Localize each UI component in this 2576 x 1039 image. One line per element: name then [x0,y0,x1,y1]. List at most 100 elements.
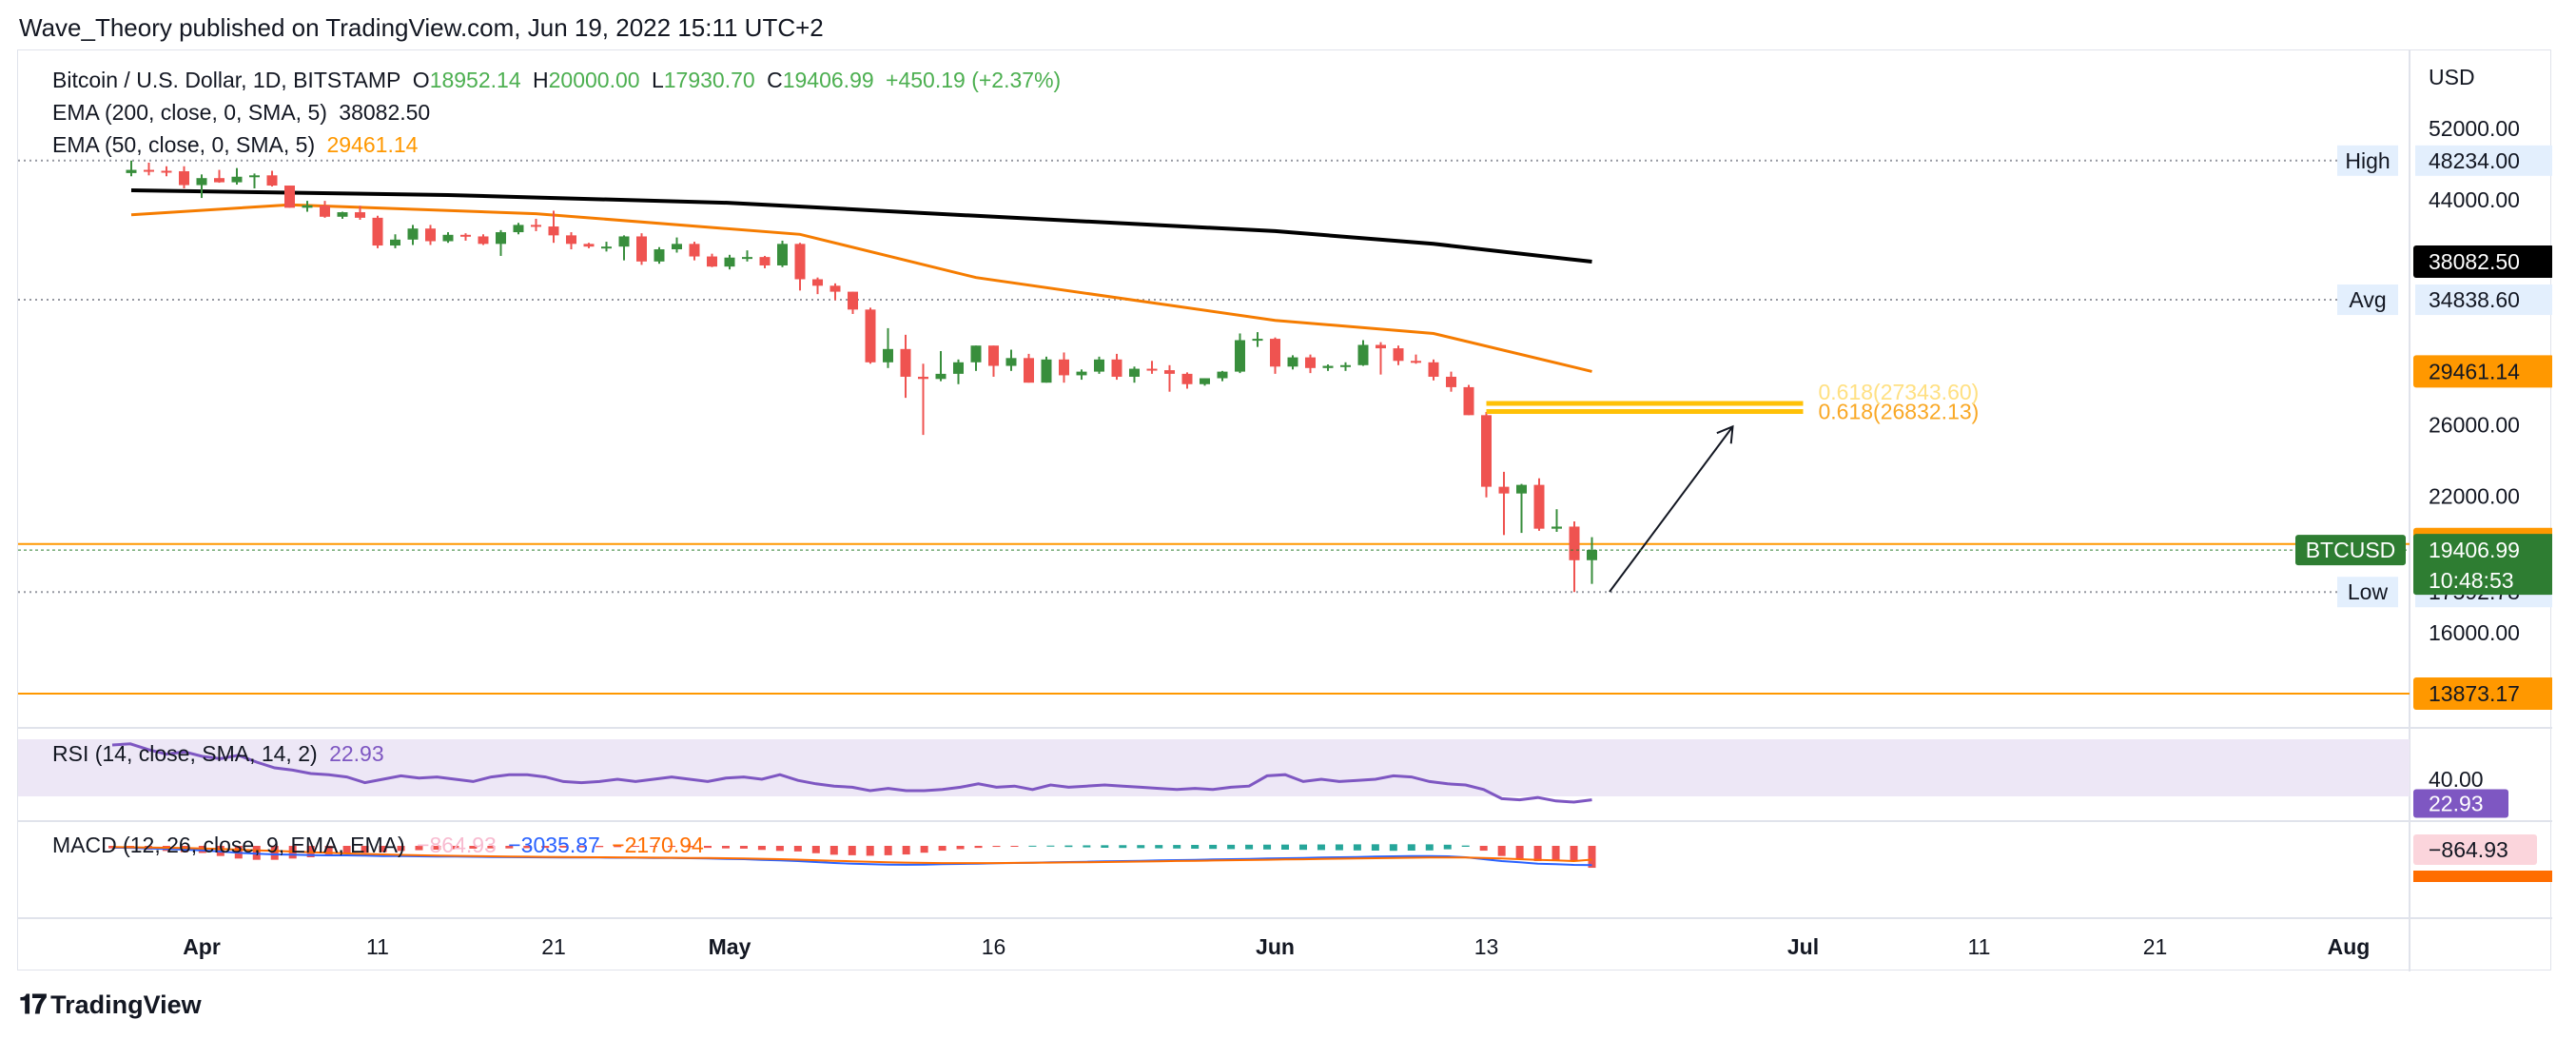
macd-histogram-bar [829,846,838,855]
ema200-legend[interactable]: EMA (200, close, 0, SMA, 5) 38082.50 [52,100,436,126]
candle-body [1059,359,1069,376]
time-tick-label: 13 [1474,934,1499,959]
macd-histogram-bar [1443,844,1452,850]
candle-body [1252,339,1263,342]
price-tick-label: 52000.00 [2429,116,2520,141]
candle-body [988,345,999,366]
macd-histogram-bar [1281,844,1290,850]
candle-body [231,176,243,183]
publisher-line: Wave_Theory published on TradingView.com… [19,13,824,42]
candle-body [1411,361,1421,363]
candle-body [1305,357,1316,368]
macd-histogram-bar [775,846,784,852]
macd-histogram-bar [614,846,622,848]
macd-histogram-bar [324,846,333,856]
candle-body [672,244,682,250]
macd-label: MACD (12, 26, close, 9, EMA, EMA) [52,833,405,857]
countdown-label: 10:48:53 [2429,568,2514,593]
macd-histogram-bar [541,846,550,849]
candle-body [372,217,383,246]
change-value: +450.19 (+2.37%) [886,68,1062,92]
low-value: 17930.70 [663,68,755,92]
level-name-tag [2337,577,2398,608]
candle-body [390,239,400,246]
candle-body [442,234,454,242]
macd-histogram-bar [703,846,712,849]
level-name-tag [2337,284,2398,316]
macd-histogram-bar [397,846,405,852]
candle-body [689,244,700,257]
candle-body [935,373,946,380]
candle-body [1076,371,1087,376]
candle-body [601,246,612,249]
ema50-value: 29461.14 [326,132,419,157]
rsi-value-tag-label: 22.93 [2429,791,2484,815]
macd-hist-value: −2170.94 [612,833,704,857]
candle-body [337,212,348,217]
macd-legend[interactable]: MACD (12, 26, close, 9, EMA, EMA) −864.9… [52,833,710,858]
projection-arrow [1609,425,1734,593]
last-price-label: 19406.99 [2429,538,2520,562]
price-tick-label: 22000.00 [2429,484,2520,509]
level-value-label: 48234.00 [2429,148,2520,173]
candle-body [1428,362,1439,377]
macd-histogram-bar [1155,845,1163,849]
ema50-label: EMA (50, close, 0, SMA, 5) [52,132,316,157]
time-tick-label: Jun [1256,934,1295,959]
candle-body [1551,526,1562,529]
ema200-value: 38082.50 [339,100,431,125]
macd-histogram-bar [1227,844,1236,850]
time-tick-label: 21 [2143,934,2168,959]
candle-body [566,235,576,245]
macd-histogram-bar [793,846,802,852]
candle-body [865,309,876,363]
price-tag-ema200 [2413,245,2552,279]
price-tick-label: 44000.00 [2429,187,2520,212]
candle-body [953,362,964,374]
macd-histogram-bar [1245,844,1254,850]
macd-histogram-bar [938,846,946,852]
candle-body [284,186,295,208]
macd-histogram-bar [739,846,748,849]
candle-body [1217,371,1228,379]
macd-histogram-bar [866,846,874,856]
candle-body [759,257,771,265]
macd-value: −864.93 [417,833,497,857]
price-tag-orange [2413,677,2552,710]
macd-histogram-bar [487,846,496,849]
macd-histogram-bar [1010,846,1019,847]
candle-body [355,212,365,218]
fib-level-label: 0.618(26832.13) [1819,399,1980,423]
candle-body [1235,340,1245,372]
candle-body [460,234,471,237]
rsi-legend[interactable]: RSI (14, close, SMA, 14, 2) 22.93 [52,741,390,767]
candle-body [1516,484,1527,494]
macd-histogram-bar [757,846,766,851]
macd-histogram-bar [1083,845,1091,848]
level-value-label: 34838.60 [2429,287,2520,312]
chart-canvas[interactable]: USD 16000.00 22000.00 26000.00 44000.00 52000… [18,50,2552,971]
macd-histogram-bar [1461,845,1470,847]
chart-frame[interactable]: USD 16000.00 22000.00 26000.00 44000.00 52000… [17,49,2552,971]
close-label: C [767,68,783,92]
macd-histogram-bar [361,846,369,853]
candle-body [777,244,788,265]
candle-body [214,178,224,183]
price-tag-ema50 [2413,355,2552,388]
macd-histogram-bar [1317,844,1325,851]
ema50-legend[interactable]: EMA (50, close, 0, SMA, 5) 29461.14 [52,132,423,158]
macd-histogram-bar [1298,844,1307,851]
projection-arrowhead [1716,424,1734,444]
last-price-tag [2413,534,2552,596]
tradingview-logo[interactable]: 𝟏𝟕 TradingView [19,990,202,1021]
macd-histogram-bar [992,846,1001,848]
macd-histogram-bar [811,846,820,853]
candle-body [513,225,524,233]
candle-body [1146,368,1158,371]
candle-body [1111,359,1122,377]
macd-histogram-bar [668,846,676,848]
symbol-title[interactable]: Bitcoin / U.S. Dollar, 1D, BITSTAMP [52,68,401,92]
symbol-tag [2295,535,2406,566]
macd-histogram-bar [721,846,730,849]
macd-histogram-bar [1425,844,1434,851]
